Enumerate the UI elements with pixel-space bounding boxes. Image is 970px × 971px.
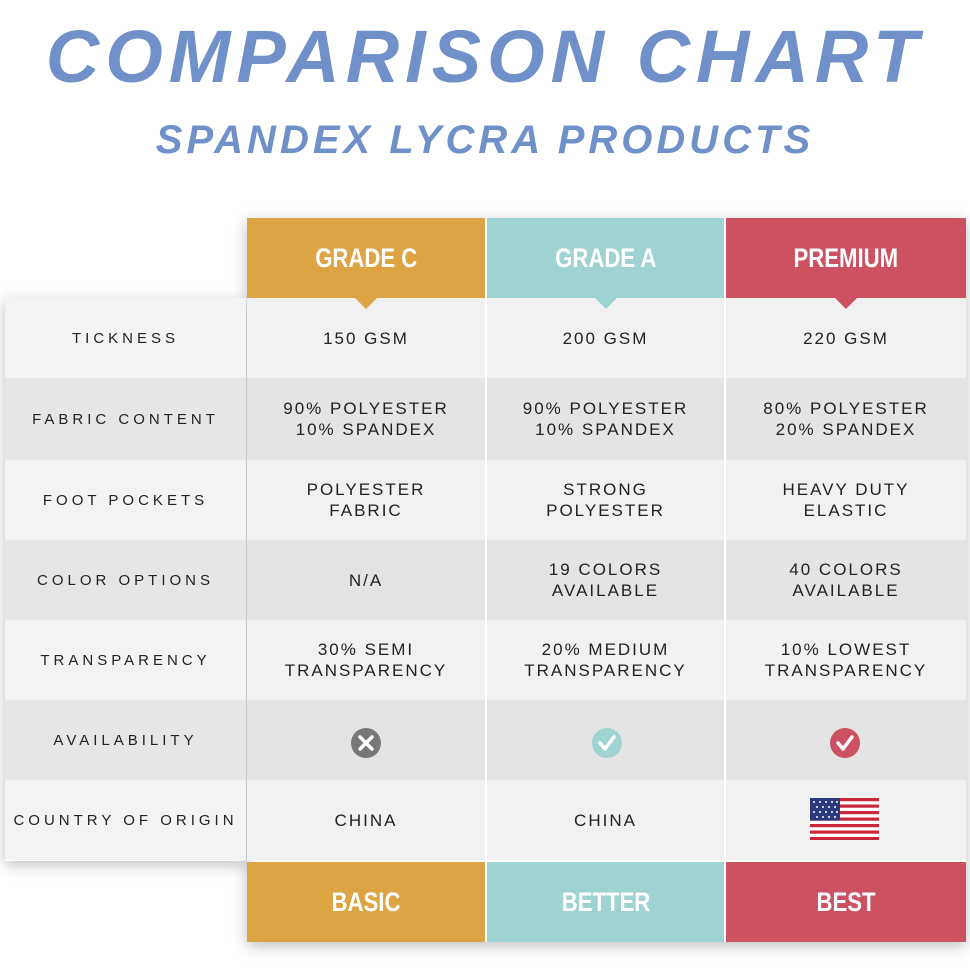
label-text: TRANSPARENCY	[40, 651, 211, 669]
cell-text: AVAILABLE	[551, 581, 660, 600]
label-text: FOOT POCKETS	[42, 491, 209, 509]
cell: 220 GSM	[726, 298, 966, 378]
label-text: AVAILABILITY	[53, 731, 198, 749]
cell: 90% POLYESTER 10% SPANDEX	[247, 378, 485, 460]
cell: HEAVY DUTY ELASTIC	[726, 460, 966, 540]
cell-text: TRANSPARENCY	[284, 661, 448, 680]
cell-text: CHINA	[574, 810, 637, 830]
cell-text: 80% POLYESTER	[763, 399, 929, 418]
cell: 20% MEDIUM TRANSPARENCY	[487, 620, 724, 700]
us-flag	[810, 798, 879, 840]
column-header: GRADE A	[487, 218, 724, 298]
cell-text: 10% LOWEST	[780, 640, 912, 659]
cell-text: AVAILABLE	[792, 581, 900, 600]
cell-text: TRANSPARENCY	[524, 661, 687, 680]
row-label: TICKNESS	[5, 298, 246, 378]
row-label: COUNTRY OF ORIGIN	[5, 780, 246, 860]
header-text: GRADE C	[314, 242, 418, 273]
cell: 150 GSM	[247, 298, 485, 378]
cell: CHINA	[247, 780, 485, 860]
subtitle: SPANDEX LYCRA PRODUCTS	[155, 118, 815, 162]
cell-text: POLYESTER	[546, 501, 665, 520]
cell-text: ELASTIC	[803, 501, 889, 520]
header-pointer	[594, 298, 617, 309]
column-footer: BEST	[726, 862, 966, 942]
cell-text: POLYESTER	[306, 480, 426, 499]
row-label: AVAILABILITY	[5, 700, 246, 780]
cell-text: 19 COLORS	[548, 560, 663, 579]
check-icon	[830, 728, 860, 758]
cell: 19 COLORS AVAILABLE	[487, 540, 724, 620]
label-text: COLOR OPTIONS	[36, 571, 215, 589]
footer-text: BASIC	[331, 886, 401, 917]
column-footer: BETTER	[487, 862, 724, 942]
cell-text: N/A	[348, 570, 384, 590]
cross-icon	[351, 728, 381, 758]
label-text: TICKNESS	[71, 329, 179, 347]
cell-text: HEAVY DUTY	[782, 480, 910, 499]
cell: 90% POLYESTER 10% SPANDEX	[487, 378, 724, 460]
cell: CHINA	[487, 780, 724, 860]
cell-text: 220 GSM	[803, 328, 889, 348]
cell: POLYESTER FABRIC	[247, 460, 485, 540]
cell-text: 90% POLYESTER	[522, 399, 689, 418]
footer-text: BETTER	[561, 886, 650, 917]
column-footer: BASIC	[247, 862, 485, 942]
footer-text: BEST	[816, 886, 876, 917]
cell-text: TRANSPARENCY	[764, 661, 928, 680]
row-label: FABRIC CONTENT	[5, 378, 246, 460]
cell: 10% LOWEST TRANSPARENCY	[726, 620, 966, 700]
cell-text: STRONG	[563, 480, 648, 499]
cell-text: 10% SPANDEX	[535, 420, 676, 439]
cell-text: 20% SPANDEX	[775, 420, 917, 439]
header-text: GRADE A	[554, 242, 657, 273]
cell: 200 GSM	[487, 298, 724, 378]
cell-text: 20% MEDIUM	[541, 640, 670, 659]
cell: 30% SEMI TRANSPARENCY	[247, 620, 485, 700]
cell: STRONG POLYESTER	[487, 460, 724, 540]
check-icon	[592, 728, 622, 758]
label-text: COUNTRY OF ORIGIN	[13, 811, 238, 829]
cell-text: 150 GSM	[323, 328, 409, 348]
cell: 80% POLYESTER 20% SPANDEX	[726, 378, 966, 460]
cell: 40 COLORS AVAILABLE	[726, 540, 966, 620]
label-text: FABRIC CONTENT	[32, 410, 219, 428]
header-pointer	[835, 298, 857, 309]
header-pointer	[355, 298, 377, 309]
row-label: FOOT POCKETS	[5, 460, 246, 540]
cell-text: 40 COLORS	[789, 560, 903, 579]
cell-text: CHINA	[334, 810, 398, 830]
column-header: PREMIUM	[726, 218, 966, 298]
cell-text: 90% POLYESTER	[283, 399, 449, 418]
cell-text: 30% SEMI	[317, 640, 415, 659]
title: COMPARISON CHART	[45, 15, 925, 98]
row-label: COLOR OPTIONS	[5, 540, 246, 620]
cell-text: 200 GSM	[562, 328, 649, 348]
cell-text: 10% SPANDEX	[295, 420, 437, 439]
header-text: PREMIUM	[793, 242, 899, 273]
column-header: GRADE C	[247, 218, 485, 298]
cell-text: FABRIC	[329, 501, 403, 520]
row-label: TRANSPARENCY	[5, 620, 246, 700]
cell: N/A	[247, 540, 485, 620]
